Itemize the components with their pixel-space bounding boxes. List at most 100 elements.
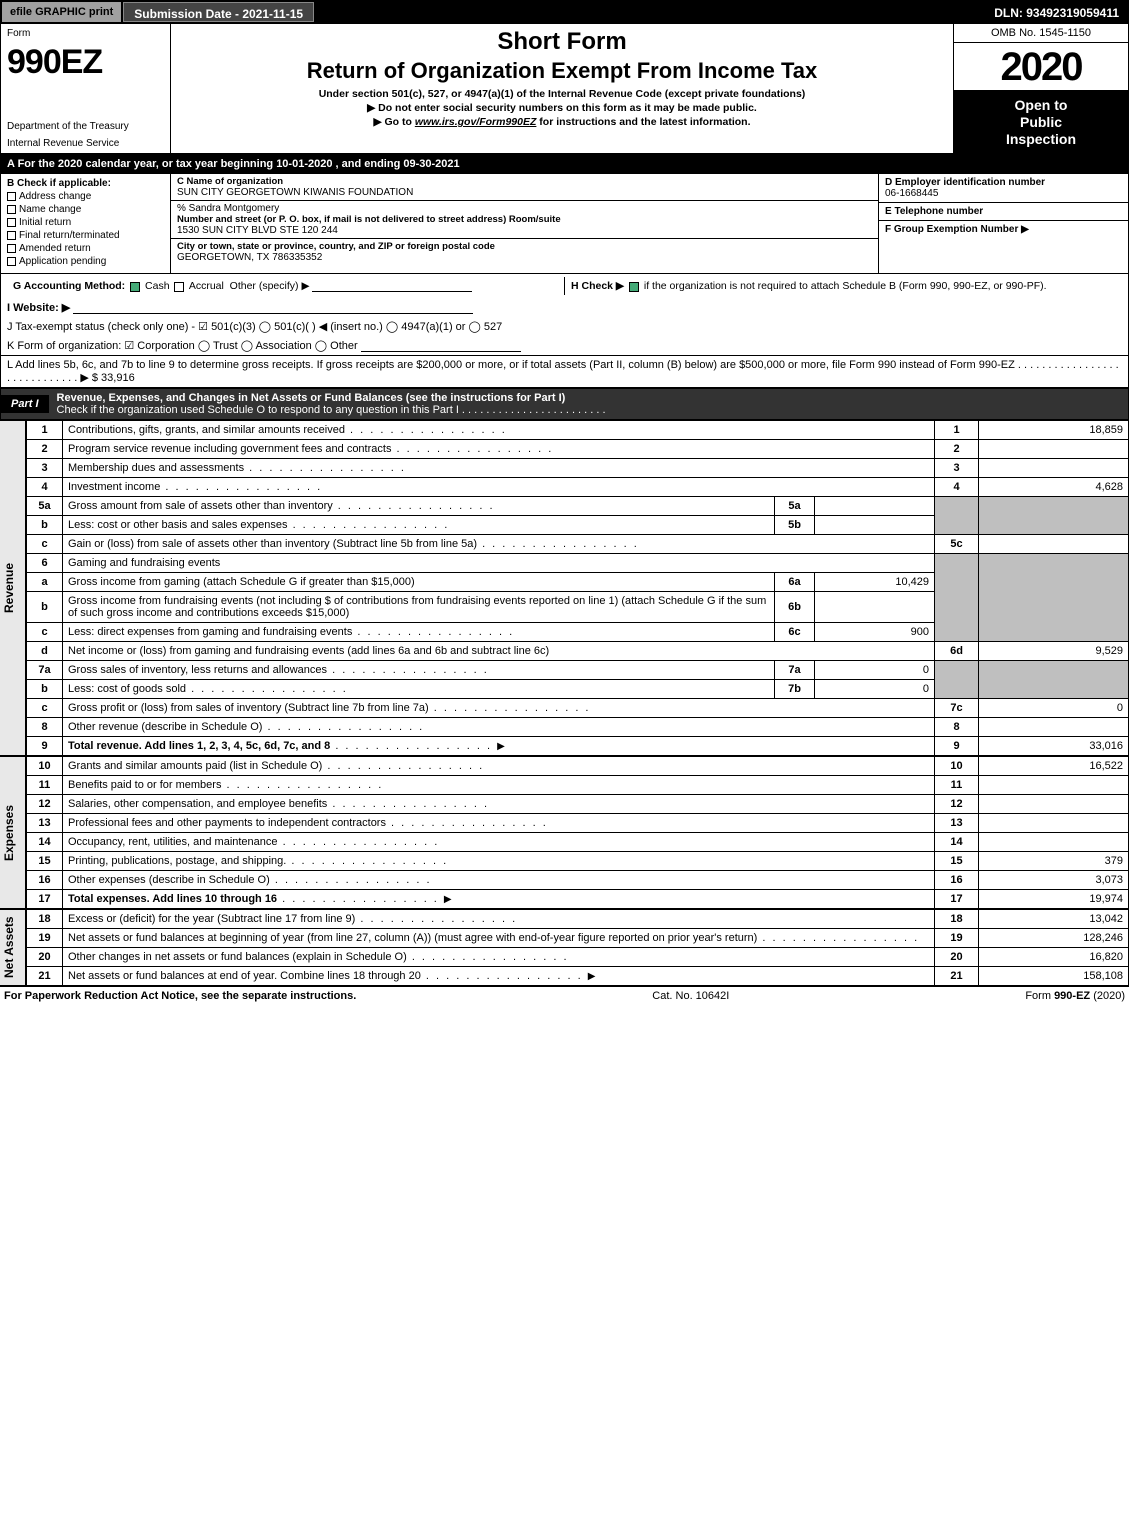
- box-c: C Name of organization SUN CITY GEORGETO…: [171, 174, 878, 273]
- top-bar: efile GRAPHIC print Submission Date - 20…: [0, 0, 1129, 24]
- org-name: SUN CITY GEORGETOWN KIWANIS FOUNDATION: [177, 187, 872, 198]
- side-revenue: Revenue: [0, 420, 26, 756]
- ein: 06-1668445: [885, 188, 1122, 199]
- form-label: Form: [7, 28, 164, 39]
- open-line2: Public: [958, 114, 1124, 131]
- chk-accrual[interactable]: [174, 282, 184, 292]
- line-i: I Website: ▶: [0, 298, 1129, 317]
- net-assets-table: 18Excess or (deficit) for the year (Subt…: [26, 909, 1129, 986]
- addr-label: Number and street (or P. O. box, if mail…: [177, 214, 872, 225]
- row-17: 17Total expenses. Add lines 10 through 1…: [27, 890, 1129, 909]
- side-expenses: Expenses: [0, 756, 26, 909]
- tax-year: 2020: [954, 43, 1128, 91]
- title-short-form: Short Form: [179, 28, 945, 56]
- ssn-warning: ▶ Do not enter social security numbers o…: [179, 102, 945, 114]
- row-2: 2Program service revenue including gover…: [27, 440, 1129, 459]
- goto-post: for instructions and the latest informat…: [536, 116, 750, 128]
- chk-schedule-b[interactable]: [629, 282, 639, 292]
- row-10: 10Grants and similar amounts paid (list …: [27, 757, 1129, 776]
- website-input[interactable]: [73, 302, 473, 314]
- dept-treasury: Department of the Treasury: [7, 121, 164, 132]
- other-method-input[interactable]: [312, 280, 472, 292]
- line-h: H Check ▶ if the organization is not req…: [564, 277, 1122, 295]
- row-18: 18Excess or (deficit) for the year (Subt…: [27, 910, 1129, 929]
- footer-right: Form 990-EZ (2020): [1025, 990, 1125, 1002]
- form-header: Form 990EZ Department of the Treasury In…: [0, 24, 1129, 154]
- efile-print-button[interactable]: efile GRAPHIC print: [2, 2, 123, 22]
- form-number: 990EZ: [7, 43, 164, 82]
- row-4: 4Investment income44,628: [27, 478, 1129, 497]
- city-state-zip: GEORGETOWN, TX 786335352: [177, 252, 872, 263]
- part1-checkbox[interactable]: [1116, 401, 1128, 407]
- omb-number: OMB No. 1545-1150: [954, 24, 1128, 43]
- row-6d: dNet income or (loss) from gaming and fu…: [27, 642, 1129, 661]
- chk-cash[interactable]: [130, 282, 140, 292]
- row-9: 9Total revenue. Add lines 1, 2, 3, 4, 5c…: [27, 737, 1129, 756]
- irs-link[interactable]: www.irs.gov/Form990EZ: [415, 116, 537, 128]
- box-b: B Check if applicable: Address change Na…: [1, 174, 171, 273]
- row-11: 11Benefits paid to or for members11: [27, 776, 1129, 795]
- line-l: L Add lines 5b, 6c, and 7b to line 9 to …: [0, 356, 1129, 388]
- under-section: Under section 501(c), 527, or 4947(a)(1)…: [179, 88, 945, 100]
- chk-final-return[interactable]: Final return/terminated: [7, 230, 164, 241]
- f-label: F Group Exemption Number ▶: [885, 224, 1122, 235]
- goto-pre: ▶ Go to: [374, 116, 415, 128]
- info-grid: B Check if applicable: Address change Na…: [0, 174, 1129, 274]
- side-net-assets: Net Assets: [0, 909, 26, 986]
- title-main: Return of Organization Exempt From Incom…: [179, 58, 945, 84]
- header-right: OMB No. 1545-1150 2020 Open to Public In…: [953, 24, 1128, 153]
- part-title: Revenue, Expenses, and Changes in Net As…: [49, 389, 1116, 419]
- chk-address-change[interactable]: Address change: [7, 191, 164, 202]
- row-8: 8Other revenue (describe in Schedule O)8: [27, 718, 1129, 737]
- dln-label: DLN: 93492319059411: [986, 2, 1127, 22]
- chk-initial-return[interactable]: Initial return: [7, 217, 164, 228]
- expenses-section: Expenses 10Grants and similar amounts pa…: [0, 756, 1129, 909]
- other-org-input[interactable]: [361, 340, 521, 352]
- box-b-title: B Check if applicable:: [7, 178, 164, 189]
- row-7a: 7aGross sales of inventory, less returns…: [27, 661, 1129, 680]
- footer-left: For Paperwork Reduction Act Notice, see …: [4, 990, 356, 1002]
- topbar-spacer: [314, 2, 986, 22]
- row-21: 21Net assets or fund balances at end of …: [27, 967, 1129, 986]
- row-13: 13Professional fees and other payments t…: [27, 814, 1129, 833]
- header-middle: Short Form Return of Organization Exempt…: [171, 24, 953, 153]
- goto-line: ▶ Go to www.irs.gov/Form990EZ for instru…: [179, 116, 945, 128]
- expenses-table: 10Grants and similar amounts paid (list …: [26, 756, 1129, 909]
- header-left: Form 990EZ Department of the Treasury In…: [1, 24, 171, 153]
- footer-mid: Cat. No. 10642I: [652, 990, 729, 1002]
- revenue-table: 1Contributions, gifts, grants, and simil…: [26, 420, 1129, 756]
- page-footer: For Paperwork Reduction Act Notice, see …: [0, 986, 1129, 1005]
- d-label: D Employer identification number: [885, 177, 1122, 188]
- gross-receipts: 33,916: [101, 372, 135, 384]
- care-of: % Sandra Montgomery: [177, 203, 872, 214]
- submission-date: Submission Date - 2021-11-15: [123, 2, 314, 22]
- row-19: 19Net assets or fund balances at beginni…: [27, 929, 1129, 948]
- open-to-public: Open to Public Inspection: [954, 91, 1128, 153]
- dept-irs: Internal Revenue Service: [7, 138, 164, 149]
- row-14: 14Occupancy, rent, utilities, and mainte…: [27, 833, 1129, 852]
- chk-name-change[interactable]: Name change: [7, 204, 164, 215]
- row-3: 3Membership dues and assessments3: [27, 459, 1129, 478]
- open-line3: Inspection: [958, 131, 1124, 148]
- row-16: 16Other expenses (describe in Schedule O…: [27, 871, 1129, 890]
- part-tag: Part I: [1, 395, 49, 413]
- row-1: 1Contributions, gifts, grants, and simil…: [27, 421, 1129, 440]
- e-label: E Telephone number: [885, 206, 1122, 217]
- chk-application-pending[interactable]: Application pending: [7, 256, 164, 267]
- part-1-header: Part I Revenue, Expenses, and Changes in…: [0, 388, 1129, 420]
- chk-amended-return[interactable]: Amended return: [7, 243, 164, 254]
- open-line1: Open to: [958, 97, 1124, 114]
- c-label: C Name of organization: [177, 176, 872, 187]
- line-j: J Tax-exempt status (check only one) - ☑…: [0, 317, 1129, 336]
- line-g-h: G Accounting Method: Cash Accrual Other …: [0, 274, 1129, 298]
- net-assets-section: Net Assets 18Excess or (deficit) for the…: [0, 909, 1129, 986]
- row-20: 20Other changes in net assets or fund ba…: [27, 948, 1129, 967]
- line-a-tax-year: A For the 2020 calendar year, or tax yea…: [0, 154, 1129, 174]
- row-7c: cGross profit or (loss) from sales of in…: [27, 699, 1129, 718]
- row-12: 12Salaries, other compensation, and empl…: [27, 795, 1129, 814]
- street-address: 1530 SUN CITY BLVD STE 120 244: [177, 225, 872, 236]
- revenue-section: Revenue 1Contributions, gifts, grants, a…: [0, 420, 1129, 756]
- row-6: 6Gaming and fundraising events: [27, 554, 1129, 573]
- row-5a: 5aGross amount from sale of assets other…: [27, 497, 1129, 516]
- line-k: K Form of organization: ☑ Corporation ◯ …: [0, 336, 1129, 356]
